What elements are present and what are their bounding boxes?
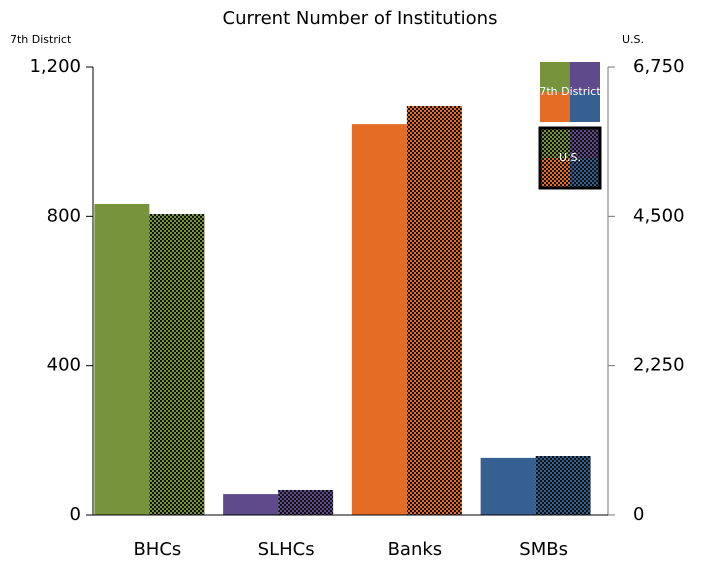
bar bbox=[149, 214, 205, 515]
legend-swatch bbox=[540, 62, 570, 92]
y-axis-label: 7th District bbox=[10, 33, 72, 46]
x-tick-label: SMBs bbox=[519, 539, 568, 560]
legend-item: U.S. bbox=[538, 126, 602, 190]
y2-tick-label: 2,250 bbox=[633, 355, 685, 376]
legend-swatch bbox=[570, 128, 600, 158]
y-tick-label: 800 bbox=[47, 205, 81, 226]
bar bbox=[406, 106, 462, 515]
legend-label: U.S. bbox=[559, 151, 581, 164]
bar bbox=[351, 124, 407, 516]
legend-label: 7th District bbox=[539, 85, 601, 98]
chart-title: Current Number of Institutions bbox=[223, 8, 498, 29]
legend-swatch bbox=[570, 62, 600, 92]
bar bbox=[94, 204, 150, 515]
x-tick-label: SLHCs bbox=[258, 539, 315, 560]
y-tick-label: 400 bbox=[47, 355, 81, 376]
legend-swatch bbox=[570, 92, 600, 122]
legend-swatch bbox=[540, 128, 570, 158]
y2-tick-label: 4,500 bbox=[633, 205, 685, 226]
bar bbox=[535, 455, 591, 515]
legend-border bbox=[538, 126, 602, 190]
y2-tick-label: 6,750 bbox=[633, 56, 685, 77]
bar bbox=[480, 457, 536, 515]
legend-swatch bbox=[540, 158, 570, 188]
y2-axis-label: U.S. bbox=[622, 33, 644, 46]
legend-item: 7th District bbox=[539, 62, 601, 122]
bar bbox=[278, 489, 334, 515]
legend-swatch bbox=[570, 158, 600, 188]
y-tick-label: 0 bbox=[70, 504, 81, 525]
x-tick-label: Banks bbox=[388, 539, 443, 560]
y2-tick-label: 0 bbox=[633, 504, 644, 525]
y-tick-label: 1,200 bbox=[29, 56, 81, 77]
legend-swatch bbox=[540, 92, 570, 122]
x-tick-label: BHCs bbox=[133, 539, 181, 560]
bar bbox=[223, 494, 279, 515]
